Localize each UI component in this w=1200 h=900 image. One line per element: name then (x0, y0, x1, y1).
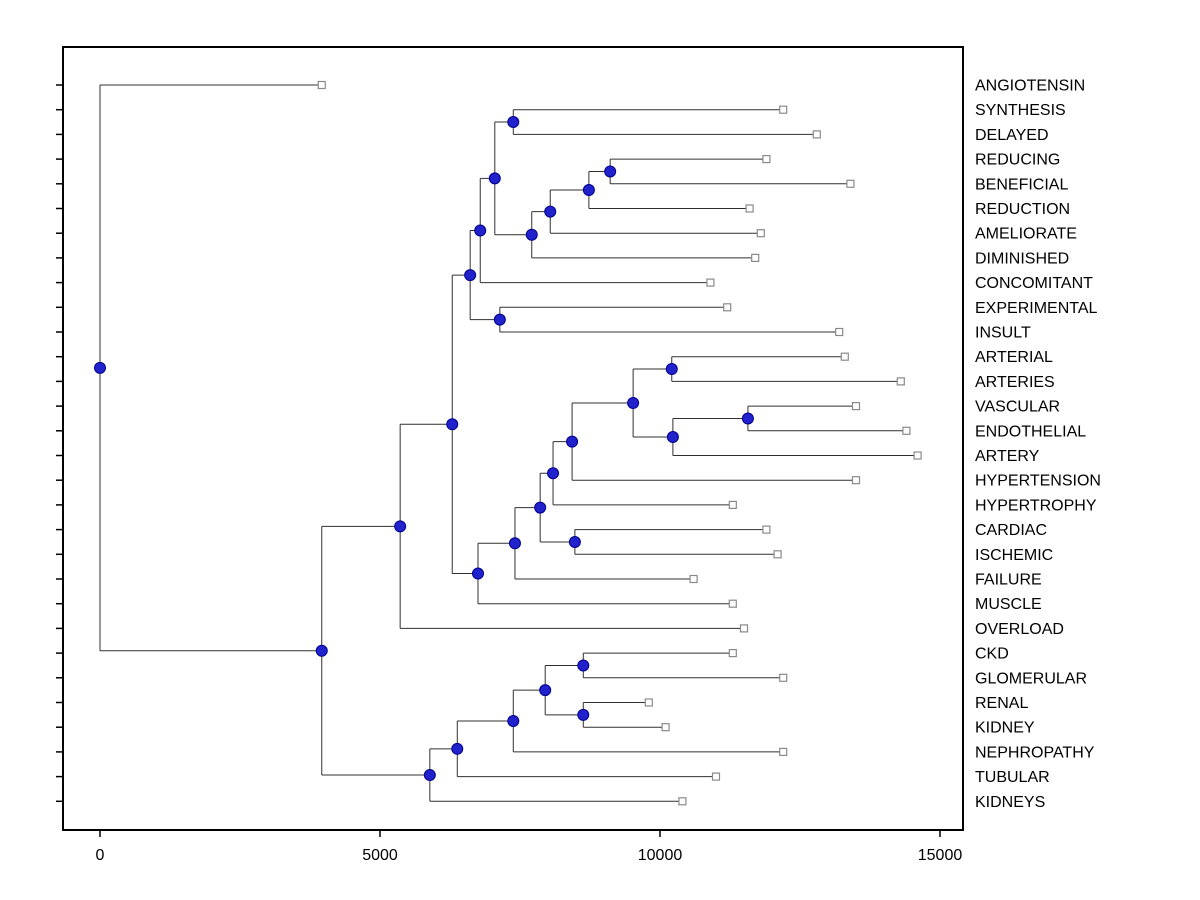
leaf-marker (706, 278, 715, 287)
leaf-marker (851, 402, 861, 411)
leaf-label: DIMINISHED (975, 250, 1069, 267)
leaf-marker (896, 377, 905, 386)
cluster-node-marker (472, 567, 484, 580)
cluster-node-marker (582, 183, 595, 196)
leaf-marker (689, 574, 698, 584)
leaf-label: REDUCING (975, 152, 1060, 169)
x-axis-tick-label: 5000 (362, 847, 398, 864)
leaf-label: HYPERTROPHY (975, 497, 1097, 514)
cluster-node-marker (464, 269, 477, 282)
cluster-node-marker (94, 361, 106, 374)
leaf-marker (728, 500, 737, 509)
leaf-label: ISCHEMIC (975, 547, 1053, 564)
x-axis-tick-label: 0 (96, 847, 105, 864)
leaf-label: CKD (975, 646, 1009, 663)
cluster-node-marker (423, 769, 436, 782)
leaf-label: MUSCLE (975, 596, 1042, 613)
cluster-node-marker (394, 520, 407, 533)
leaf-label: KIDNEY (975, 720, 1035, 737)
cluster-node-marker (534, 501, 547, 514)
leaf-marker (751, 253, 760, 262)
leaf-marker (851, 476, 861, 485)
x-axis-tick-label: 15000 (918, 847, 963, 864)
leaf-marker (779, 747, 788, 757)
leaf-marker (779, 105, 788, 114)
cluster-node-marker (604, 165, 617, 178)
leaf-label: ARTERIAL (975, 349, 1053, 366)
leaf-marker (317, 80, 326, 90)
leaf-label: CARDIAC (975, 522, 1047, 539)
leaf-label: REDUCTION (975, 201, 1070, 218)
leaf-marker (812, 130, 821, 139)
leaf-label: DELAYED (975, 127, 1049, 144)
cluster-node-marker (627, 397, 640, 410)
cluster-node-marker (577, 659, 590, 672)
leaf-marker (711, 772, 721, 781)
leaf-label: EXPERIMENTAL (975, 300, 1098, 317)
leaf-label: ARTERIES (975, 374, 1055, 391)
leaf-label: SYNTHESIS (975, 102, 1066, 119)
leaf-marker (762, 155, 771, 164)
leaf-label: ANGIOTENSIN (975, 78, 1085, 95)
plot-box (62, 46, 964, 831)
cluster-node-marker (474, 224, 487, 237)
leaf-label: VASCULAR (975, 399, 1060, 416)
leaf-label: INSULT (975, 325, 1031, 342)
leaf-label: ARTERY (975, 448, 1040, 465)
cluster-node-marker (446, 418, 459, 431)
leaf-marker (762, 525, 771, 534)
cluster-node-marker (508, 537, 521, 550)
cluster-node-marker (547, 467, 560, 480)
leaf-label: BENEFICIAL (975, 176, 1068, 193)
leaf-marker (902, 426, 911, 435)
cluster-node-marker (451, 742, 464, 755)
cluster-node-marker (666, 430, 679, 443)
cluster-node-marker (566, 435, 579, 448)
leaf-marker (644, 698, 653, 707)
cluster-node-marker (665, 363, 678, 376)
cluster-node-marker (507, 116, 520, 129)
cluster-node-marker (507, 715, 520, 728)
leaf-marker (773, 550, 782, 559)
leaf-marker (835, 327, 844, 337)
cluster-node-marker (568, 535, 581, 548)
cluster-node-marker (741, 412, 754, 425)
cluster-node-marker (315, 644, 328, 657)
leaf-marker (723, 303, 732, 312)
cluster-node-marker (525, 228, 538, 241)
leaf-label: OVERLOAD (975, 621, 1064, 638)
leaf-marker (745, 204, 754, 213)
leaf-label: KIDNEYS (975, 794, 1045, 811)
cluster-node-marker (539, 684, 552, 697)
leaf-label: NEPHROPATHY (975, 744, 1095, 761)
leaf-marker (661, 723, 670, 732)
leaf-label: CONCOMITANT (975, 275, 1093, 292)
leaf-label: HYPERTENSION (975, 473, 1101, 490)
leaf-marker (846, 179, 855, 188)
leaf-marker (913, 451, 922, 460)
leaf-label: TUBULAR (975, 769, 1050, 786)
cluster-node-marker (577, 708, 590, 721)
leaf-marker (728, 648, 737, 658)
leaf-marker (840, 352, 849, 361)
leaf-marker (756, 229, 765, 238)
cluster-node-marker (544, 205, 557, 218)
x-axis-tick-label: 10000 (638, 847, 683, 864)
leaf-marker (779, 673, 788, 682)
cluster-node-marker (493, 313, 506, 326)
leaf-marker (678, 797, 687, 806)
cluster-node-marker (488, 172, 501, 185)
leaf-label: GLOMERULAR (975, 670, 1087, 687)
leaf-label: ENDOTHELIAL (975, 423, 1086, 440)
leaf-label: AMELIORATE (975, 226, 1077, 243)
leaf-label: RENAL (975, 695, 1028, 712)
leaf-marker (728, 599, 737, 608)
leaf-label: FAILURE (975, 572, 1042, 589)
leaf-marker (739, 624, 749, 633)
